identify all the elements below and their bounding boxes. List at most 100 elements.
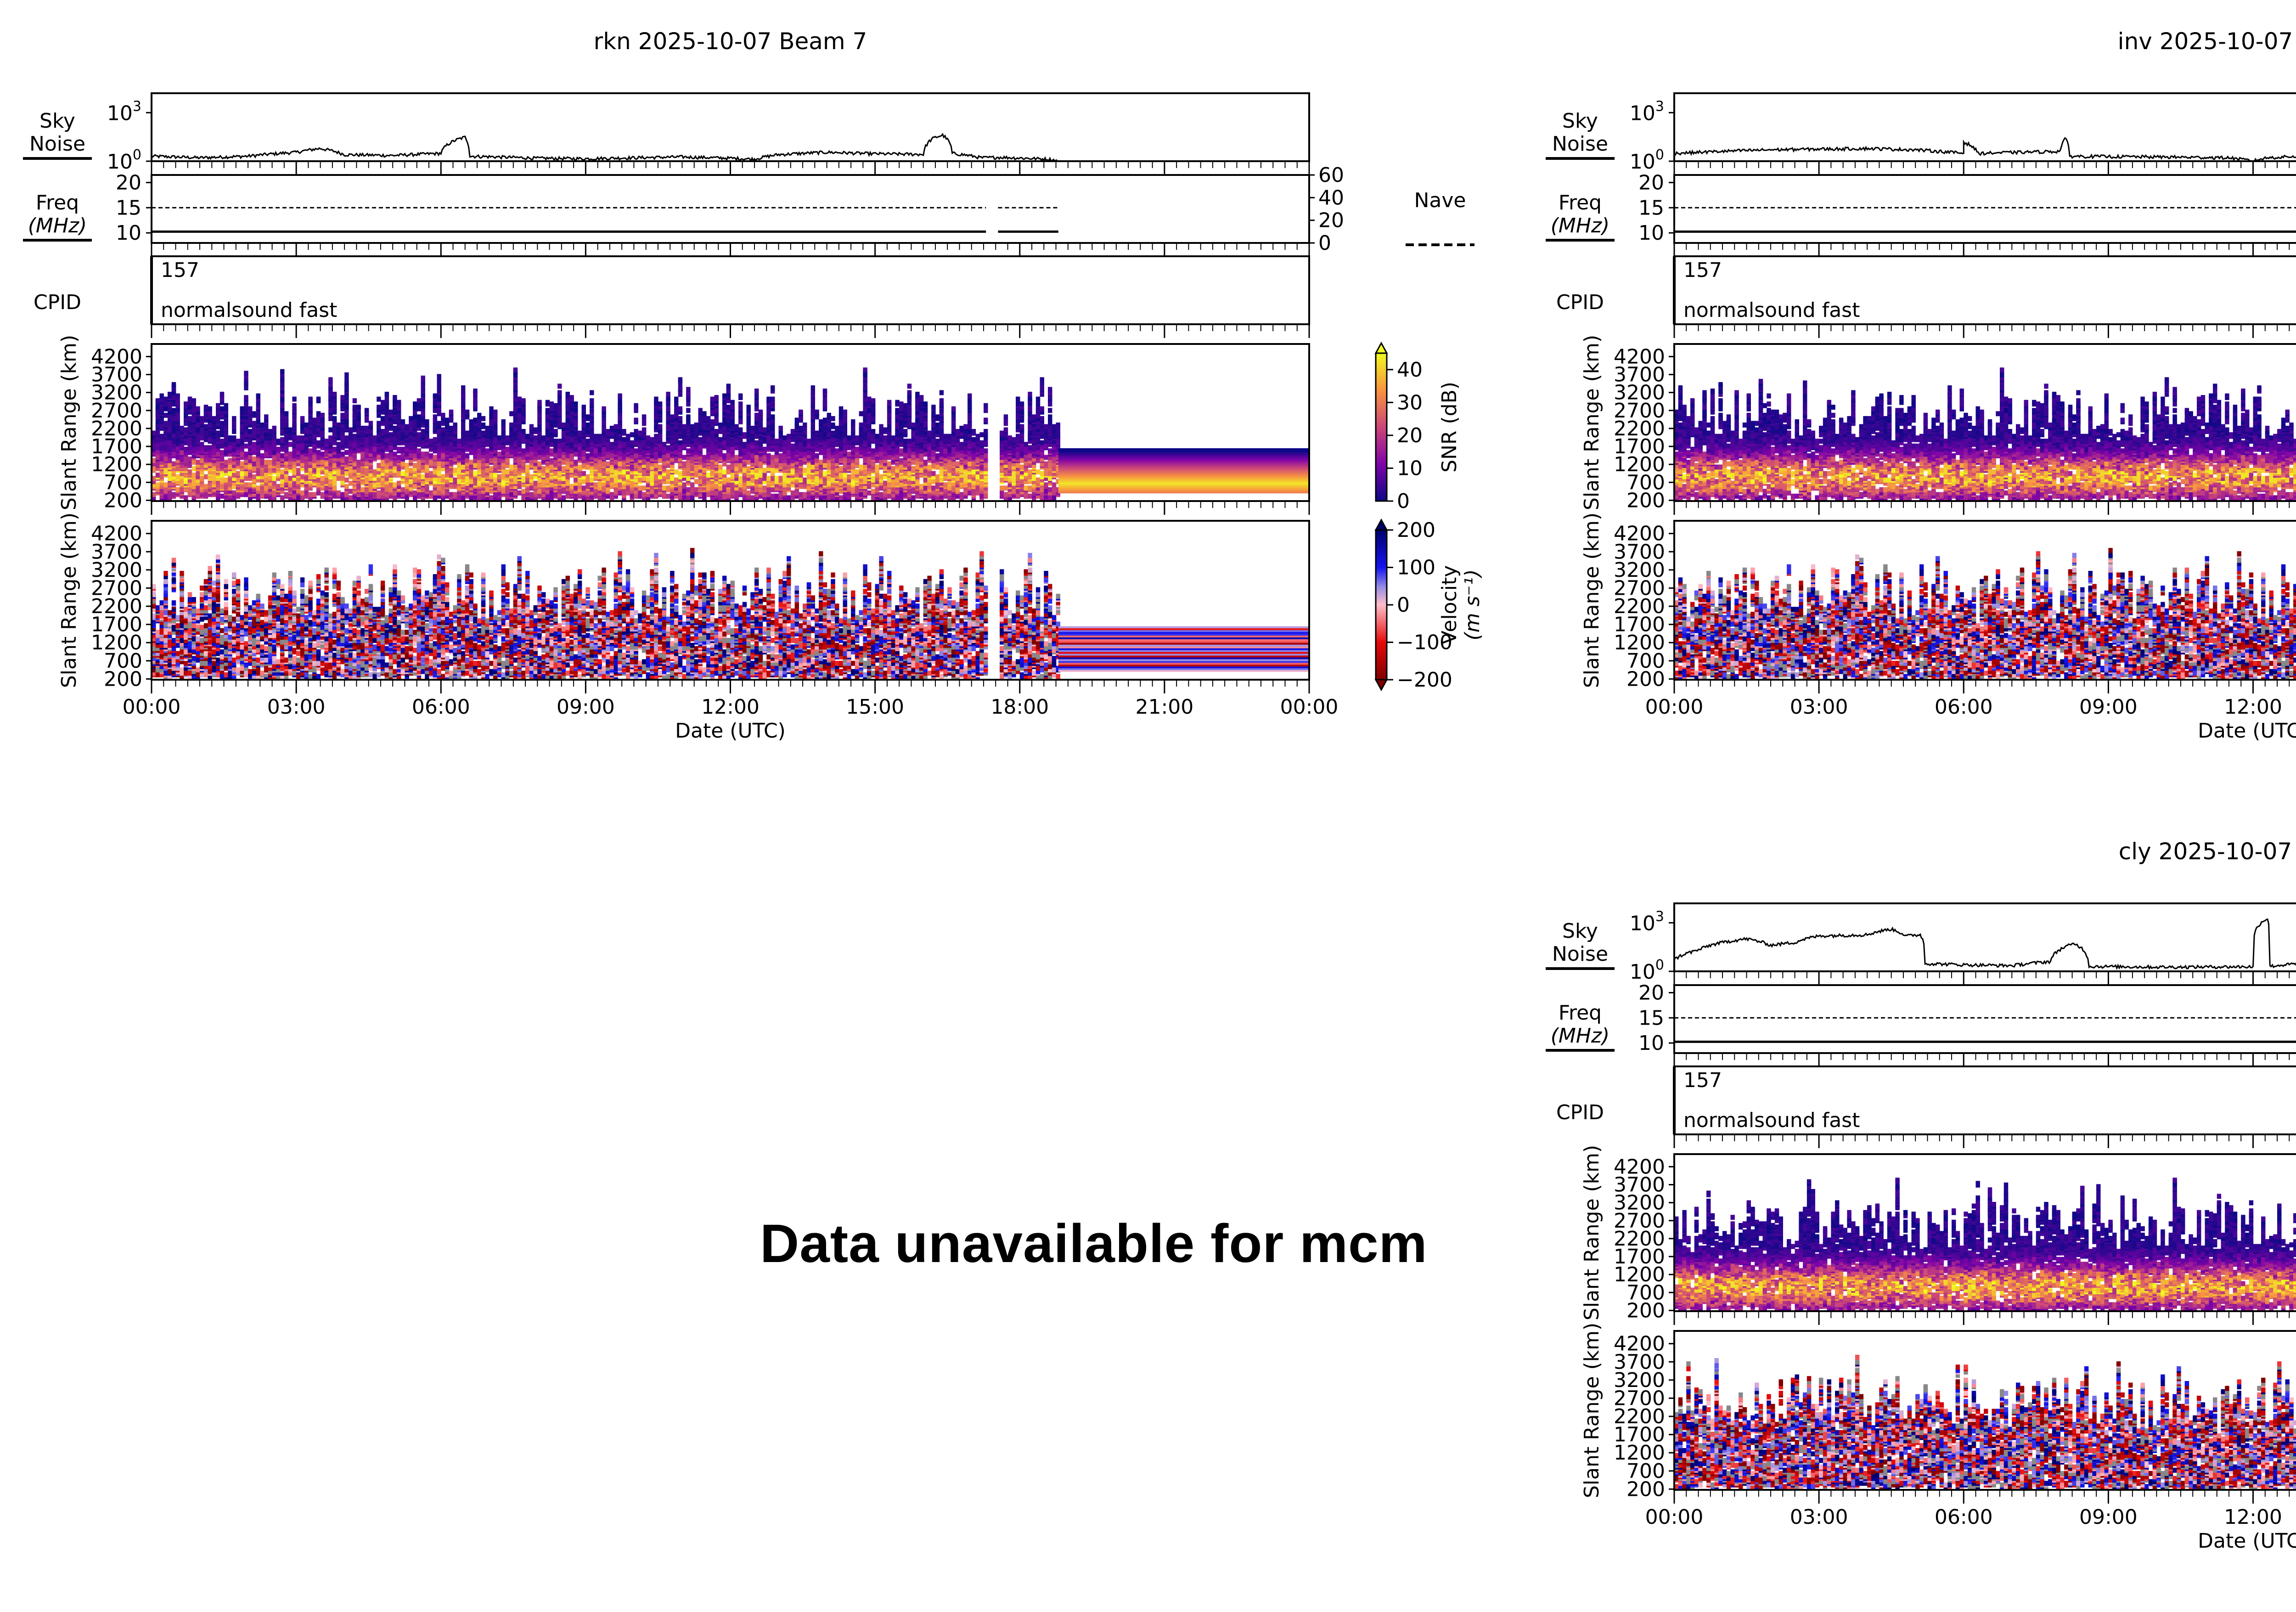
data-cell xyxy=(662,485,667,491)
data-cell xyxy=(200,445,204,451)
data-cell xyxy=(296,479,301,485)
data-cell xyxy=(397,484,401,489)
data-cell xyxy=(191,403,196,408)
data-cell xyxy=(393,426,397,431)
data-cell xyxy=(465,440,470,445)
data-cell xyxy=(260,430,264,436)
data-cell xyxy=(244,458,248,463)
data-cell xyxy=(168,469,172,475)
data-cell xyxy=(674,477,679,483)
data-cell xyxy=(650,473,654,478)
data-cell xyxy=(380,468,385,473)
data-cell xyxy=(360,445,365,451)
data-cell xyxy=(618,393,622,399)
data-cell xyxy=(356,414,361,420)
data-cell xyxy=(666,453,670,458)
data-cell xyxy=(405,451,409,457)
data-cell xyxy=(545,400,550,405)
data-cell xyxy=(441,489,445,494)
data-cell xyxy=(292,493,297,499)
data-cell xyxy=(284,440,289,445)
data-cell xyxy=(288,482,293,488)
data-cell xyxy=(196,427,200,433)
data-cell xyxy=(377,466,381,471)
data-cell xyxy=(352,456,357,462)
data-cell xyxy=(340,474,345,479)
data-cell xyxy=(577,464,582,470)
data-cell xyxy=(219,400,225,405)
data-cell xyxy=(288,487,293,492)
y-tick-label: 10 xyxy=(116,221,141,245)
data-cell xyxy=(236,439,241,444)
data-cell xyxy=(537,489,542,494)
data-cell xyxy=(393,451,397,457)
cpid-name: normalsound fast xyxy=(161,299,337,322)
data-cell xyxy=(264,439,269,444)
data-cell xyxy=(400,424,405,429)
data-cell xyxy=(336,430,341,436)
data-cell xyxy=(236,471,241,476)
data-cell xyxy=(561,423,566,428)
data-cell xyxy=(184,421,188,426)
data-cell xyxy=(288,427,293,433)
data-cell xyxy=(308,427,313,433)
nave-tick-label: 0 xyxy=(1318,231,1331,255)
data-cell xyxy=(191,460,196,465)
data-cell xyxy=(485,468,490,473)
data-cell xyxy=(196,484,200,489)
data-cell xyxy=(356,411,361,417)
data-cell xyxy=(216,463,220,468)
data-cell xyxy=(224,493,228,499)
data-cell xyxy=(240,474,244,479)
data-cell xyxy=(264,414,269,420)
data-cell xyxy=(256,401,260,407)
data-cell xyxy=(658,464,663,470)
data-cell xyxy=(324,473,329,478)
data-cell xyxy=(320,480,325,486)
data-cell xyxy=(328,403,333,408)
data-cell xyxy=(316,482,321,488)
data-cell xyxy=(529,424,534,429)
data-cell xyxy=(686,387,691,392)
data-cell xyxy=(473,458,478,463)
data-cell xyxy=(449,409,454,415)
data-cell xyxy=(413,490,417,496)
y-tick-label: 100 xyxy=(107,147,141,174)
data-cell xyxy=(155,405,160,410)
data-cell xyxy=(493,468,498,473)
data-cell xyxy=(244,427,248,433)
data-cell xyxy=(352,453,357,458)
data-cell xyxy=(549,458,554,463)
data-cell xyxy=(328,412,333,418)
data-cell xyxy=(187,477,192,483)
data-cell xyxy=(200,442,204,447)
data-cell xyxy=(187,445,192,451)
data-cell xyxy=(409,453,413,458)
data-cell xyxy=(425,419,429,424)
data-cell xyxy=(328,408,333,413)
data-cell xyxy=(328,427,333,433)
data-cell xyxy=(256,405,260,410)
data-cell xyxy=(678,487,683,492)
data-cell xyxy=(260,443,264,449)
data-cell xyxy=(445,435,450,441)
data-cell xyxy=(437,374,441,379)
data-cell xyxy=(413,401,417,407)
data-cell xyxy=(449,426,454,431)
data-cell xyxy=(380,460,385,465)
data-cell xyxy=(445,417,450,423)
data-cell xyxy=(437,421,441,426)
data-cell xyxy=(292,434,297,439)
data-cell xyxy=(308,396,313,402)
data-cell xyxy=(232,435,236,441)
data-cell xyxy=(171,477,176,483)
data-cell xyxy=(360,490,365,496)
data-cell xyxy=(340,495,345,501)
data-cell xyxy=(280,414,285,420)
data-cell xyxy=(203,412,208,418)
data-cell xyxy=(191,434,196,439)
data-cell xyxy=(187,409,192,415)
data-cell xyxy=(545,495,550,501)
data-cell xyxy=(437,382,441,387)
data-cell xyxy=(344,414,349,420)
